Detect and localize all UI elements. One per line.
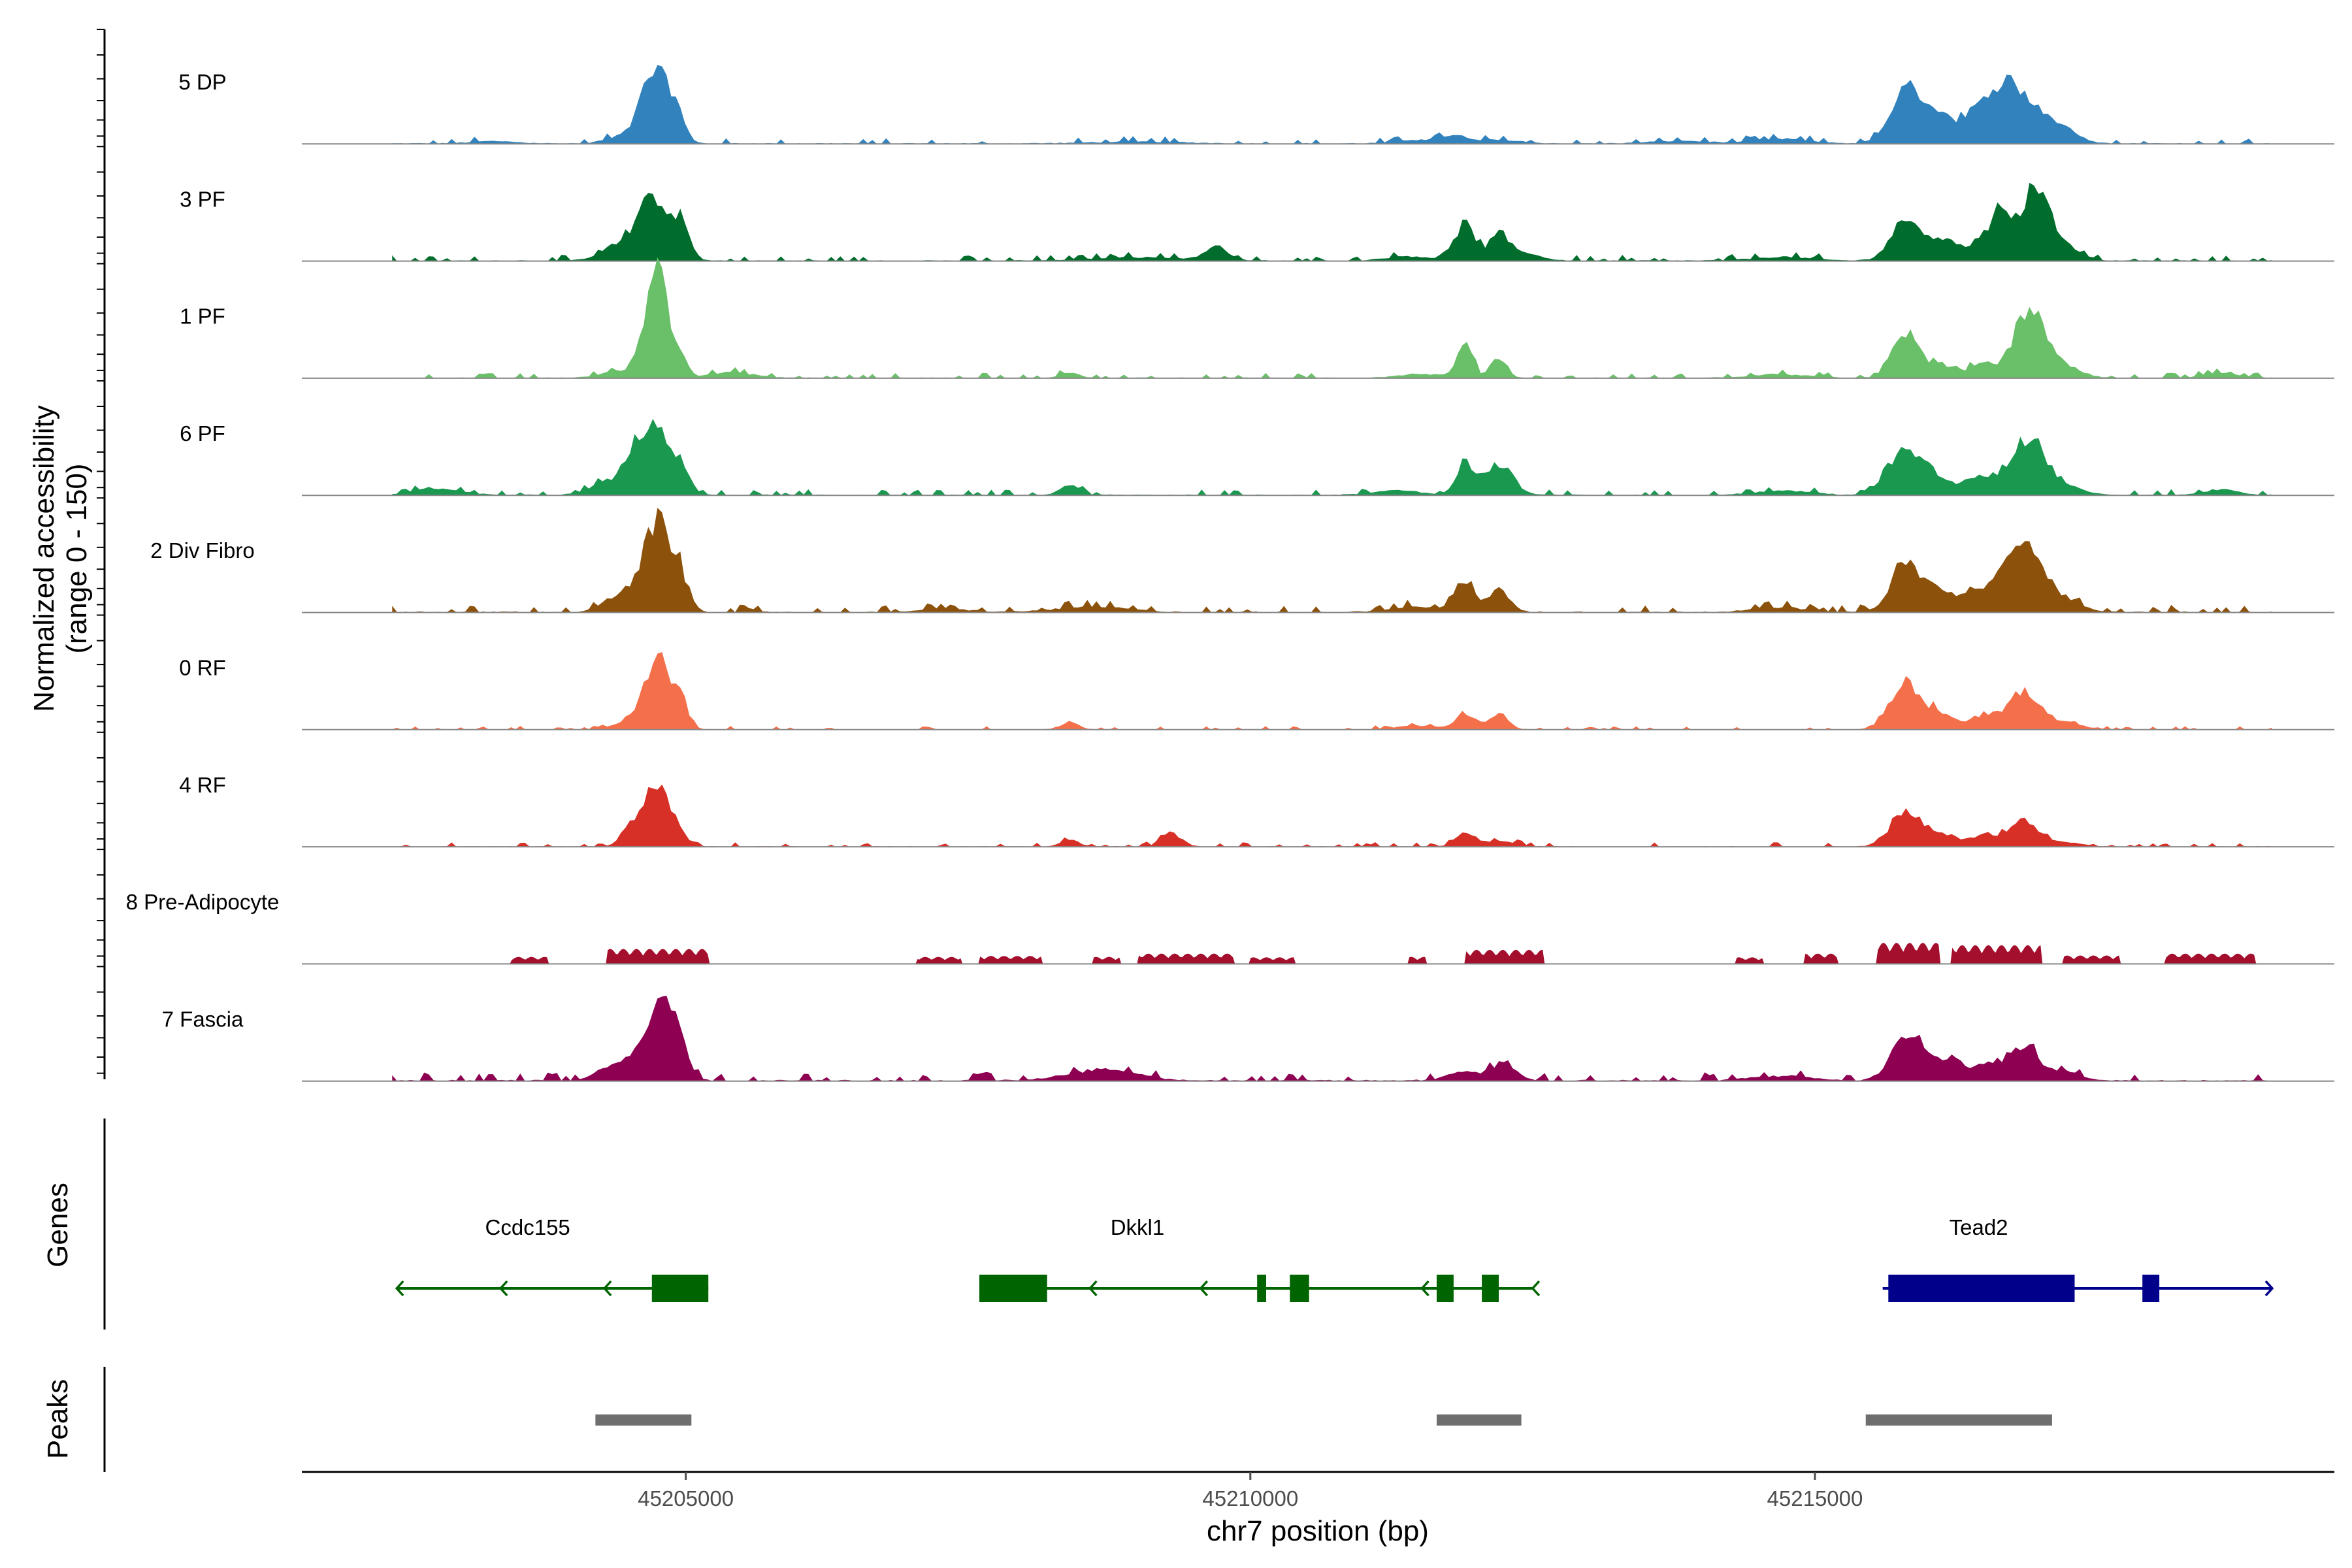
peak-region [595,1414,692,1426]
strand-arrow [1088,1280,1098,1297]
track-6-pf: 6 PF [180,419,2334,497]
x-tick-label: 45210000 [1202,1486,1298,1511]
track-5-dp: 5 DP [178,65,2334,145]
strand-arrow [602,1280,612,1297]
track-4-rf: 4 RF [179,773,2334,848]
track-area [392,508,2272,613]
gene-tead2: Tead2 [1882,1215,2274,1302]
track-area [392,257,2272,378]
exon [651,1275,709,1302]
exon [1290,1275,1309,1302]
strand-arrow [1531,1280,1541,1297]
x-axis-title: chr7 position (bp) [1207,1515,1429,1547]
peak-regions [595,1414,2052,1426]
track-area [392,65,2272,144]
track-3-pf: 3 PF [180,182,2334,262]
track-area [392,652,2272,730]
exon [1436,1275,1454,1302]
coverage-y-ticks [97,29,105,1074]
track-8-pre-adipocyte: 8 Pre-Adipocyte [126,890,2334,965]
strand-arrow [498,1280,508,1297]
exon [1482,1275,1499,1302]
track-label: 6 PF [180,421,225,446]
track-label: 8 Pre-Adipocyte [126,890,280,914]
track-area [392,419,2272,496]
x-axis-ticks: 45205000 45210000 45215000 [638,1472,1863,1511]
track-label: 1 PF [180,304,225,329]
gene-annotations: Ccdc155 Dkkl1 Tead2 [395,1215,2274,1302]
track-label: 0 RF [179,656,226,680]
strand-arrow [395,1280,404,1297]
track-area [392,182,2272,261]
exon [979,1275,1047,1302]
track-label: 4 RF [179,773,226,797]
x-tick-label: 45215000 [1767,1486,1863,1511]
strand-arrow [1199,1280,1209,1297]
exon [1888,1275,2075,1302]
track-area [392,784,2272,847]
gene-dkkl1: Dkkl1 [979,1215,1541,1302]
track-label: 2 Div Fibro [150,538,255,563]
strand-arrow [2264,1280,2274,1297]
x-tick-label: 45205000 [638,1486,734,1511]
track-0-rf: 0 RF [179,652,2334,730]
peaks-panel-title: Peaks [42,1379,74,1459]
gene-label: Ccdc155 [485,1215,570,1239]
exon [2142,1275,2160,1302]
peak-region [1865,1414,2052,1426]
track-7-fascia: 7 Fascia [162,996,2334,1082]
exon [1257,1275,1266,1302]
track-label: 7 Fascia [162,1007,244,1031]
peak-region [1436,1414,1522,1426]
track-area [392,996,2272,1081]
strand-arrow [1420,1280,1429,1297]
y-axis-title-line1: Normalized accessibility [28,405,60,711]
genes-panel-title: Genes [42,1183,74,1267]
track-area [392,943,2272,964]
track-1-pf: 1 PF [180,257,2334,379]
gene-label: Dkkl1 [1111,1215,1165,1239]
gene-label: Tead2 [1950,1215,2008,1239]
y-axis-title-line2: (range 0 - 150) [61,463,93,653]
coverage-tracks: 5 DP 3 PF 1 PF 6 PF 2 Div Fibro 0 RF 4 RF 8 Pre… [126,65,2334,1082]
track-label: 3 PF [180,187,225,211]
track-2-div-fibro: 2 Div Fibro [150,508,2334,613]
gene-ccdc155: Ccdc155 [395,1215,709,1302]
track-label: 5 DP [178,70,226,94]
